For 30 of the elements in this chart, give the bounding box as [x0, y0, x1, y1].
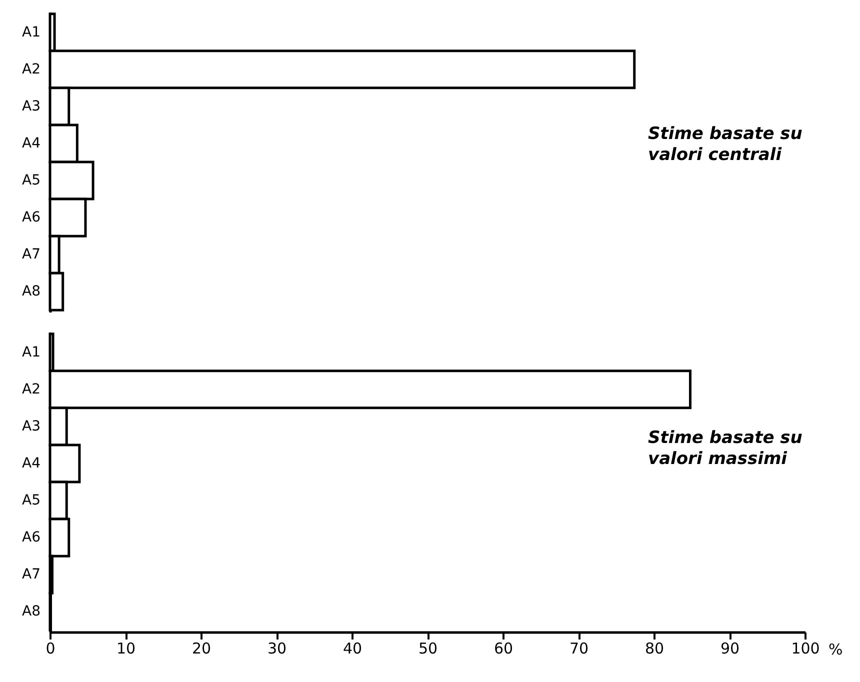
x-tick-label: 40 [342, 640, 362, 658]
y-tick-label: A1 [22, 24, 40, 40]
y-tick-label: A1 [22, 344, 40, 360]
annotation: Stime basate su valori massimi [648, 428, 802, 469]
x-axis-title: % [828, 640, 843, 658]
x-tick-label: 30 [267, 640, 287, 658]
y-tick-label: A6 [22, 530, 41, 546]
y-tick-label: A6 [22, 210, 41, 226]
x-tick-label: 90 [720, 640, 740, 658]
y-tick-label: A2 [22, 381, 40, 398]
x-tick-label: 20 [192, 640, 212, 658]
y-tick-label: A8 [22, 604, 40, 620]
x-tick-label: 0 [46, 640, 56, 658]
x-tick-label: 10 [116, 640, 136, 658]
x-tick-label: 60 [494, 640, 514, 658]
x-tick-label: 50 [418, 640, 438, 658]
y-tick-label: A3 [22, 98, 40, 114]
y-tick-label: A5 [22, 492, 40, 509]
x-tick-label: 80 [644, 640, 664, 658]
y-tick-label: A8 [22, 284, 40, 300]
y-tick-label: A2 [22, 61, 40, 78]
annotation: Stime basate su valori centrali [648, 124, 802, 165]
y-tick-label: A7 [22, 566, 40, 583]
y-tick-label: A3 [22, 418, 40, 434]
y-tick-label: A4 [22, 135, 41, 152]
y-tick-label: A5 [22, 172, 40, 189]
x-tick-label: 70 [569, 640, 589, 658]
y-tick-label: A7 [22, 246, 40, 263]
y-tick-label: A4 [22, 455, 41, 472]
x-tick-label: 100 [791, 640, 820, 658]
